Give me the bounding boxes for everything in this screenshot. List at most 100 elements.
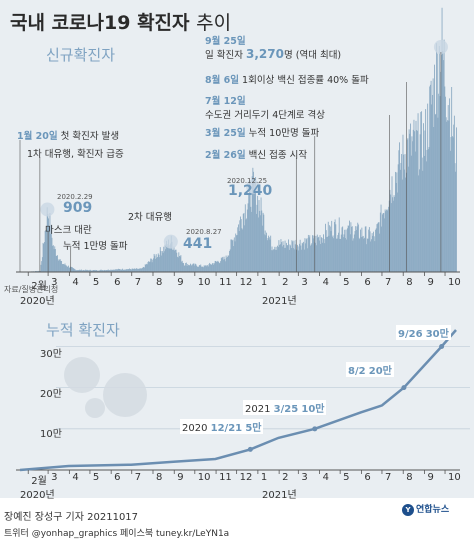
daily-bar <box>126 269 128 272</box>
daily-bar <box>317 237 319 272</box>
daily-bar <box>139 268 141 272</box>
daily-bar <box>359 239 361 272</box>
daily-bar <box>415 120 417 272</box>
daily-bar <box>189 265 191 272</box>
x-tick-label: 5 <box>343 472 350 483</box>
daily-bar <box>239 220 241 272</box>
annotation-level4-distancing: 7월 12일 수도권 거리두기 4단계로 격상 <box>205 96 325 121</box>
daily-bar <box>83 269 84 272</box>
daily-bar <box>137 269 139 272</box>
daily-bar <box>218 261 220 272</box>
daily-bar <box>222 256 224 272</box>
daily-bar <box>226 257 228 272</box>
daily-bar <box>313 235 315 272</box>
daily-bar <box>184 265 186 272</box>
daily-bar <box>142 266 144 272</box>
daily-bar <box>88 270 90 272</box>
daily-bar <box>446 121 448 272</box>
daily-bar <box>388 206 390 272</box>
daily-bar <box>83 270 85 272</box>
x-tick-label: 2 <box>282 277 289 288</box>
daily-bar <box>362 236 363 272</box>
daily-bar <box>325 223 326 272</box>
daily-bar <box>294 244 296 272</box>
daily-bar <box>356 226 358 272</box>
x-tick-label: 7 <box>384 472 392 483</box>
daily-bar <box>118 268 119 272</box>
daily-bar <box>178 252 180 272</box>
daily-bar <box>151 262 153 272</box>
daily-bar <box>320 237 322 272</box>
daily-bar <box>86 269 88 272</box>
daily-bar <box>251 211 252 272</box>
daily-bar <box>408 129 410 272</box>
daily-bar <box>44 230 46 272</box>
daily-bar <box>159 247 161 272</box>
daily-bar <box>176 256 178 272</box>
daily-bar <box>181 260 183 272</box>
daily-bar <box>266 240 268 272</box>
daily-bar <box>161 251 163 272</box>
daily-bar <box>386 209 387 272</box>
daily-bar <box>406 139 408 272</box>
daily-bar <box>183 263 185 272</box>
daily-bar <box>54 249 56 272</box>
daily-bar <box>39 270 41 272</box>
yonhap-logo: Y 연합뉴스 <box>402 502 449 516</box>
daily-bar <box>87 270 89 272</box>
daily-bar <box>220 261 222 272</box>
daily-bar <box>440 54 442 272</box>
daily-bar <box>49 213 51 272</box>
daily-bar <box>182 262 184 272</box>
daily-bar <box>81 269 82 272</box>
daily-bar <box>160 251 162 272</box>
daily-bar <box>309 245 311 272</box>
daily-bar <box>370 239 372 272</box>
daily-bar <box>46 207 48 272</box>
daily-bar <box>450 137 452 272</box>
cum-milestone-point <box>247 446 253 452</box>
annotation-second-wave: 2차 대유행 <box>128 212 173 223</box>
daily-bar <box>365 226 367 272</box>
daily-bar <box>230 239 232 272</box>
daily-bar <box>139 268 141 272</box>
daily-bar <box>168 239 169 272</box>
daily-bar <box>43 242 45 272</box>
cum-label-300k: 9/26 30만 <box>396 325 451 340</box>
daily-bar <box>221 258 223 272</box>
daily-bar <box>90 270 92 272</box>
daily-bar <box>392 197 394 272</box>
daily-bar <box>431 104 433 272</box>
daily-bar <box>176 252 178 272</box>
daily-bar <box>59 259 60 272</box>
daily-bar <box>353 234 355 272</box>
daily-bar <box>434 114 436 272</box>
daily-bar <box>326 237 328 272</box>
daily-bar <box>397 164 399 272</box>
daily-bar <box>383 212 385 272</box>
daily-bar <box>58 260 60 272</box>
daily-bar <box>319 235 321 272</box>
daily-bar <box>41 261 43 272</box>
daily-bar <box>76 270 78 272</box>
daily-bar <box>224 261 226 272</box>
daily-bar <box>289 244 291 272</box>
daily-bar <box>77 270 79 272</box>
daily-bar <box>322 242 324 272</box>
daily-bar <box>403 154 405 272</box>
daily-bar <box>309 235 311 272</box>
daily-bar <box>357 222 359 272</box>
daily-bar <box>152 259 154 272</box>
daily-bar <box>214 260 216 272</box>
daily-bar <box>142 268 143 272</box>
daily-bar <box>67 266 69 272</box>
daily-bar <box>75 270 77 272</box>
daily-bar <box>113 269 115 272</box>
daily-bar <box>159 257 161 272</box>
daily-bar <box>375 228 377 272</box>
daily-bar <box>258 200 260 272</box>
daily-bar <box>392 200 394 272</box>
daily-bar <box>105 270 107 272</box>
daily-bar <box>96 270 98 272</box>
daily-bar <box>234 241 236 272</box>
